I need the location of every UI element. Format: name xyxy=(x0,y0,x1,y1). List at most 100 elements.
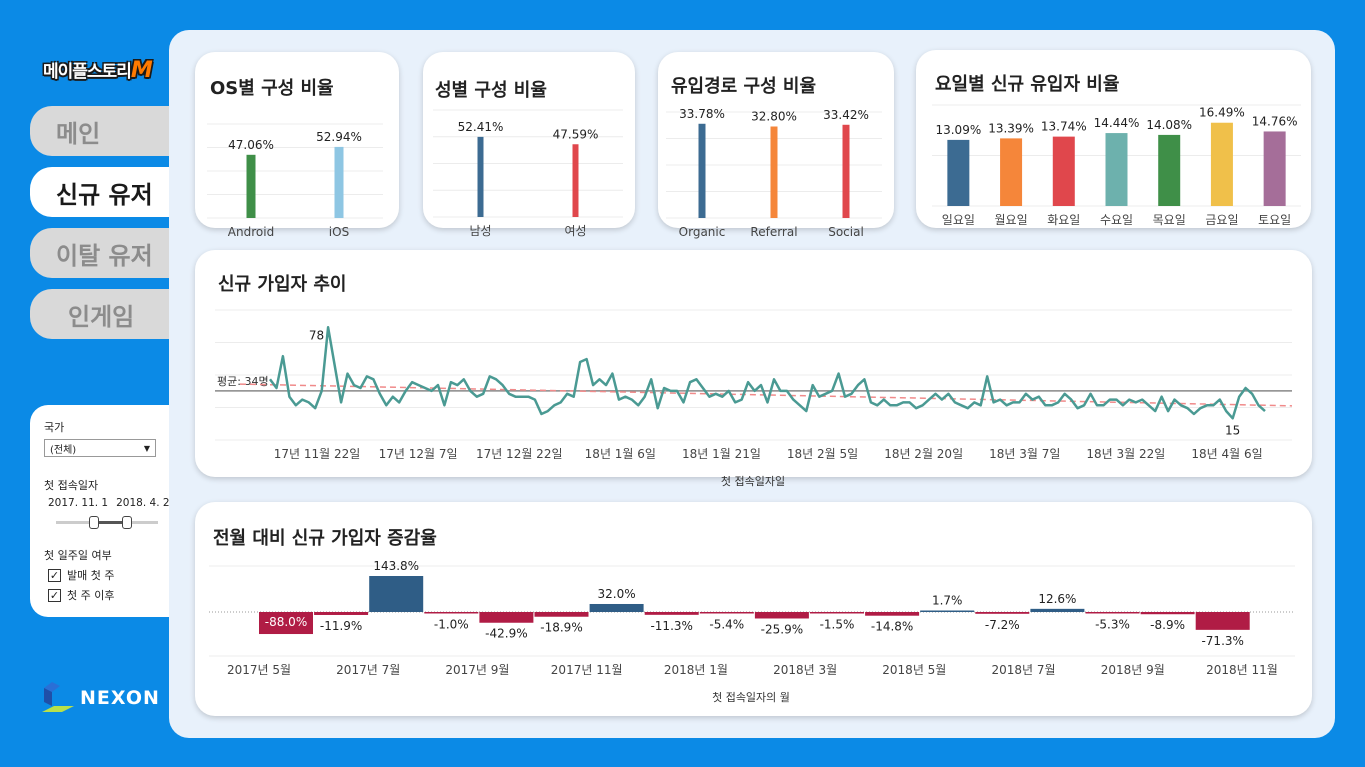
bar xyxy=(589,603,644,612)
data-label: 47.06% xyxy=(228,138,274,152)
gender-ratio-card: 성별 구성 비율 52.41% 남성 47.59% 여성 xyxy=(423,52,635,238)
nav-ingame[interactable]: 인게임 xyxy=(30,289,180,339)
data-label: 12.6% xyxy=(1038,592,1076,606)
filter-panel: 국가 (전체) ▼ 첫 접속일자 2017. 11. 1 2018. 4. 2.… xyxy=(30,405,180,617)
card-title: 신규 가입자 추이 xyxy=(218,274,347,295)
category-label: 목요일 xyxy=(1153,213,1186,227)
bar xyxy=(1263,131,1286,206)
bar xyxy=(1105,133,1128,206)
bar xyxy=(975,612,1030,614)
nav-label: 인게임 xyxy=(68,302,135,331)
data-label: -5.4% xyxy=(709,618,744,632)
x-axis-label: 첫 접속일자의 월 xyxy=(712,690,790,704)
dashboard-main: OS별 구성 비율 47.06% Android 52.94% iOS 성별 구성 비… xyxy=(169,30,1335,738)
nav-new-user[interactable]: 신규 유저 xyxy=(30,167,180,217)
data-label: 52.94% xyxy=(316,130,362,144)
data-label: -18.9% xyxy=(540,621,582,635)
signup-trend-chart: 평균: 34명 78 15 17년 11월 22일 17년 12월 7일 17년 12월 … xyxy=(215,309,1293,488)
card-title: 유입경로 구성 비율 xyxy=(671,76,817,97)
country-select[interactable]: (전체) ▼ xyxy=(44,439,156,457)
bar xyxy=(314,612,369,615)
date-start: 2017. 11. 1 xyxy=(48,497,109,509)
bar xyxy=(1195,612,1250,630)
category-label: Social xyxy=(828,225,864,239)
slider-end-handle[interactable] xyxy=(122,516,132,529)
bar xyxy=(1052,136,1075,206)
data-label: 14.44% xyxy=(1094,116,1140,130)
bar xyxy=(1140,612,1195,615)
average-label: 평균: 34명 xyxy=(217,375,269,388)
x-tick-label: 2017년 9월 xyxy=(445,663,509,677)
bar xyxy=(699,612,754,614)
x-tick-label: 17년 12월 7일 xyxy=(379,447,458,461)
category-label: Android xyxy=(228,225,274,239)
bar xyxy=(865,612,920,616)
bar xyxy=(334,146,344,218)
data-label: 13.09% xyxy=(935,123,981,137)
data-label: 143.8% xyxy=(373,559,419,573)
x-tick-label: 2018년 3월 xyxy=(773,663,837,677)
signup-series-line xyxy=(268,326,1266,420)
category-label: 월요일 xyxy=(995,213,1028,227)
card-title: 성별 구성 비율 xyxy=(435,80,547,101)
nav-label: 메인 xyxy=(56,119,101,148)
data-label: 47.59% xyxy=(553,127,599,141)
x-tick-label: 18년 3월 7일 xyxy=(989,447,1060,461)
category-label: 토요일 xyxy=(1258,213,1291,227)
bar xyxy=(698,123,706,218)
data-label: 16.49% xyxy=(1199,106,1245,120)
bar xyxy=(810,612,864,614)
x-tick-label: 18년 2월 20일 xyxy=(884,447,963,461)
bar xyxy=(369,576,424,612)
x-tick-label: 18년 1월 21일 xyxy=(682,447,761,461)
nexon-logo: NEXON xyxy=(40,680,160,716)
bar xyxy=(246,154,256,218)
data-label: -7.2% xyxy=(985,618,1020,632)
max-label: 78 xyxy=(309,328,324,342)
data-label: -42.9% xyxy=(485,627,527,641)
nav-label: 신규 유저 xyxy=(56,180,153,209)
chevron-down-icon: ▼ xyxy=(143,443,150,453)
weekday-ratio-chart: 13.09% 일요일 13.39% 월요일 13.74% 화요일 14.44% 수요일 14.0… xyxy=(932,104,1301,227)
card-title: OS별 구성 비율 xyxy=(210,78,334,99)
bar xyxy=(477,136,484,217)
date-end: 2018. 4. 2. xyxy=(116,497,173,509)
nav-main[interactable]: 메인 xyxy=(30,106,180,156)
nexon-cube-icon xyxy=(42,682,74,712)
bar xyxy=(1158,134,1181,206)
data-label: 1.7% xyxy=(932,594,963,608)
slider-start-handle[interactable] xyxy=(89,516,99,529)
card-title: 요일별 신규 유입자 비율 xyxy=(935,74,1120,95)
first-date-label: 첫 접속일자 xyxy=(44,479,99,492)
bar xyxy=(920,610,975,612)
x-tick-label: 17년 11월 22일 xyxy=(274,447,361,461)
x-tick-label: 2018년 9월 xyxy=(1101,663,1165,677)
bar xyxy=(1210,122,1233,206)
data-label: 14.08% xyxy=(1146,118,1192,132)
checkbox-label: 첫 주 이후 xyxy=(67,589,115,602)
category-label: 일요일 xyxy=(942,213,975,227)
bar xyxy=(754,612,809,619)
bar xyxy=(947,139,970,206)
data-label: -14.8% xyxy=(871,620,913,634)
category-label: 남성 xyxy=(469,224,491,238)
data-label: 13.74% xyxy=(1041,120,1087,134)
maplestory-logo[interactable]: 메이플스토리M xyxy=(43,58,153,83)
category-label: 화요일 xyxy=(1047,213,1080,227)
data-label: 32.0% xyxy=(598,587,636,601)
data-label: -11.9% xyxy=(320,619,362,633)
first-week-label: 첫 일주일 여부 xyxy=(44,549,112,562)
mom-change-chart: -88.0% -11.9% 143.8% -1.0% -42.9% -18.9% 32.0%… xyxy=(209,559,1295,704)
bar xyxy=(644,612,699,615)
os-ratio-card: OS별 구성 비율 47.06% Android 52.94% iOS xyxy=(195,52,399,239)
nav-churn-user[interactable]: 이탈 유저 xyxy=(30,228,180,278)
nav-label: 이탈 유저 xyxy=(56,241,153,270)
bar xyxy=(534,612,589,617)
weekday-ratio-card: 요일별 신규 유입자 비율 13.09% 일요일 13.39% 월요일 13.74% 화요… xyxy=(916,50,1311,228)
checkbox-launch-week[interactable]: ✓ 발매 첫 주 xyxy=(48,567,180,583)
checkbox-after-week[interactable]: ✓ 첫 주 이후 xyxy=(48,587,180,603)
data-label: 33.78% xyxy=(679,107,725,121)
date-range-slider[interactable] xyxy=(56,515,158,529)
data-label: -1.5% xyxy=(820,618,855,632)
signup-trend-card: 신규 가입자 추이 평균: 34명 78 15 17년 11월 22일 17년 12월 … xyxy=(195,250,1312,488)
